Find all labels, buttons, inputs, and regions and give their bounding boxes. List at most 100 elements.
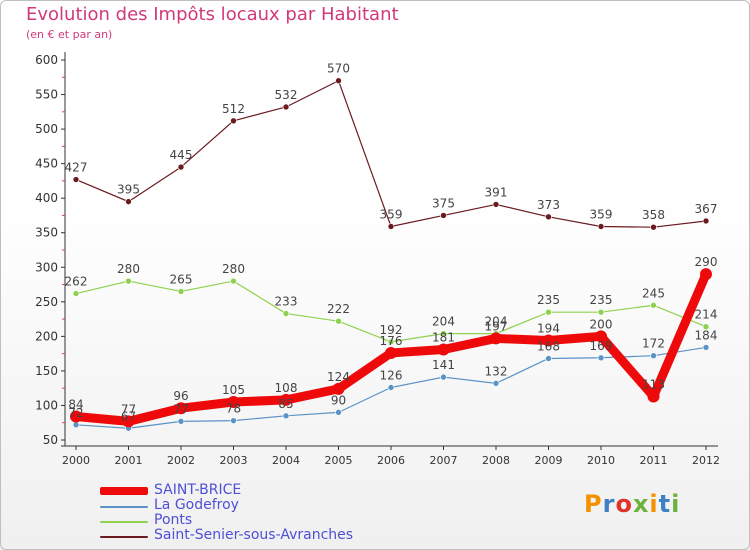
y-tick-label: 50 (43, 433, 58, 447)
data-label-ponts: 222 (327, 302, 350, 316)
legend-label-ponts: Ponts (154, 512, 193, 528)
y-tick-label: 550 (35, 88, 58, 102)
data-label-ponts: 262 (65, 275, 88, 289)
data-label-la-godefroy: 172 (642, 337, 665, 351)
data-point-saint-senier-sous-avranches (335, 77, 342, 85)
x-tick-label: 2003 (220, 454, 248, 467)
y-tick-label: 450 (35, 157, 58, 171)
data-label-saint-brice: 176 (380, 334, 403, 348)
data-label-la-godefroy: 168 (537, 339, 560, 353)
data-label-saint-brice: 197 (485, 319, 508, 333)
x-tick-label: 2007 (430, 454, 458, 467)
data-point-saint-senier-sous-avranches (597, 223, 605, 230)
data-point-la-godefroy (230, 417, 237, 424)
legend-label-saint-brice: SAINT-BRICE (154, 482, 242, 498)
data-point-la-godefroy (650, 352, 657, 360)
data-label-ponts: 280 (222, 262, 245, 276)
data-label-saint-senier-sous-avranches: 375 (432, 196, 455, 210)
data-label-la-godefroy: 67 (121, 409, 136, 423)
data-point-saint-brice (122, 415, 135, 428)
chart-subtitle: (en € et par an) (26, 28, 113, 41)
data-point-saint-brice (227, 396, 240, 408)
data-point-saint-senier-sous-avranches (650, 223, 657, 231)
data-point-saint-brice (385, 346, 397, 359)
x-tick-label: 2012 (692, 454, 720, 467)
data-point-ponts (650, 301, 657, 309)
x-tick-label: 2005 (325, 454, 353, 467)
data-point-la-godefroy (72, 421, 80, 429)
data-label-ponts: 204 (432, 315, 455, 329)
legend-swatch-saint-brice (100, 487, 148, 495)
data-point-la-godefroy (335, 409, 342, 416)
x-tick-label: 2002 (167, 454, 195, 467)
x-tick-label: 2011 (640, 454, 668, 467)
data-label-ponts: 233 (275, 295, 298, 309)
data-label-saint-brice: 105 (222, 383, 245, 397)
data-point-saint-brice (700, 268, 712, 281)
logo-letter: o (615, 490, 633, 518)
data-point-saint-brice (280, 393, 292, 406)
data-label-la-godefroy: 85 (278, 397, 293, 411)
data-label-la-godefroy: 126 (380, 368, 403, 382)
data-point-la-godefroy (597, 354, 605, 362)
data-label-saint-senier-sous-avranches: 358 (642, 208, 665, 222)
legend-swatch-la-godefroy (100, 506, 148, 508)
y-tick-label: 600 (35, 53, 58, 67)
data-point-ponts (335, 317, 342, 325)
data-label-ponts: 280 (117, 262, 140, 276)
data-point-ponts (282, 310, 290, 317)
x-tick-label: 2010 (587, 454, 615, 467)
data-point-la-godefroy (440, 373, 447, 381)
data-point-saint-brice (595, 330, 607, 343)
data-point-la-godefroy (387, 384, 395, 391)
data-label-ponts: 214 (695, 308, 718, 322)
x-tick-label: 2009 (535, 454, 563, 467)
x-tick-label: 2001 (115, 454, 143, 467)
data-point-saint-senier-sous-avranches (492, 201, 500, 208)
data-point-ponts (387, 338, 395, 346)
data-label-ponts: 235 (537, 293, 560, 307)
data-point-saint-brice (647, 390, 660, 403)
data-label-saint-senier-sous-avranches: 367 (695, 202, 718, 216)
data-label-ponts: 265 (170, 272, 193, 286)
logo-letter: i (671, 490, 681, 518)
legend-label-la-godefroy: La Godefroy (154, 497, 239, 513)
data-label-la-godefroy: 169 (590, 339, 613, 353)
x-tick-label: 2000 (62, 454, 90, 467)
data-point-la-godefroy (282, 412, 290, 420)
data-point-ponts (545, 308, 552, 316)
data-label-saint-senier-sous-avranches: 570 (327, 62, 350, 76)
data-point-ponts (72, 290, 80, 297)
logo-letter: t (658, 490, 672, 518)
data-point-saint-senier-sous-avranches (177, 163, 185, 171)
data-point-la-godefroy (702, 344, 710, 351)
data-label-saint-brice: 181 (432, 330, 455, 344)
x-tick-label: 2008 (482, 454, 510, 467)
y-tick-label: 500 (35, 122, 58, 136)
data-label-la-godefroy: 132 (485, 364, 508, 378)
legend-swatch-saint-senier (100, 536, 148, 538)
x-tick-label: 2006 (377, 454, 405, 467)
y-tick-label: 100 (35, 398, 58, 412)
data-label-la-godefroy: 184 (695, 328, 718, 342)
data-label-saint-senier-sous-avranches: 532 (275, 88, 298, 102)
data-label-saint-senier-sous-avranches: 427 (65, 161, 88, 175)
logo-letter: i (649, 490, 659, 518)
data-label-saint-senier-sous-avranches: 359 (590, 208, 613, 222)
legend-label-saint-senier: Saint-Senier-sous-Avranches (154, 527, 354, 543)
data-point-saint-senier-sous-avranches (440, 212, 447, 219)
data-point-saint-brice (70, 410, 82, 423)
data-label-saint-senier-sous-avranches: 512 (222, 102, 245, 116)
data-point-saint-senier-sous-avranches (230, 117, 237, 125)
data-label-saint-brice: 108 (275, 381, 298, 395)
data-label-saint-brice: 77 (121, 402, 136, 416)
chart-title: Evolution des Impôts locaux par Habitant (26, 4, 399, 25)
data-label-saint-brice: 200 (590, 317, 613, 331)
logo-letter: P (584, 490, 603, 518)
data-point-ponts (177, 288, 185, 295)
data-point-ponts (125, 277, 132, 285)
data-label-saint-brice: 84 (68, 398, 83, 412)
line-chart: 50 100 150 200 250 300 350 400 450 500 550 600 2000 2… (35, 52, 720, 467)
data-point-saint-senier-sous-avranches (702, 217, 710, 225)
logo-letter: r (602, 490, 616, 518)
